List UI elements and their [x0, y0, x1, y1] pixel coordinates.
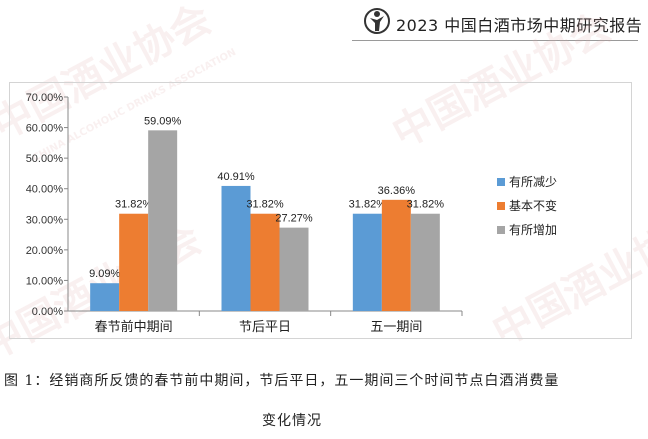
x-category-label: 节后平日	[239, 320, 291, 335]
data-label: 31.82%	[349, 199, 387, 211]
legend-label: 有所减少	[509, 175, 557, 189]
y-tick-label: 20.00%	[26, 245, 64, 257]
y-tick-label: 30.00%	[26, 214, 64, 226]
figure-caption: 图 1：经销商所反馈的春节前中期间，节后平日，五一期间三个时间节点白酒消费量	[4, 373, 560, 389]
bar	[221, 185, 251, 311]
bar	[352, 213, 382, 311]
x-category-label: 五一期间	[370, 320, 422, 335]
legend-swatch	[497, 202, 505, 210]
y-tick-label: 0.00%	[32, 306, 63, 318]
bar	[90, 283, 120, 311]
data-label: 40.91%	[217, 171, 255, 183]
bar	[148, 130, 178, 311]
data-label: 27.27%	[275, 213, 313, 225]
legend-label: 基本不变	[509, 198, 557, 213]
x-category-label: 春节前中期间	[95, 319, 173, 335]
figure-caption-continued: 变化情况	[262, 413, 322, 429]
y-tick-label: 40.00%	[26, 184, 64, 196]
data-label: 59.09%	[144, 115, 182, 127]
report-header: 2023 中国白酒市场中期研究报告	[0, 0, 648, 44]
association-logo-icon	[364, 8, 390, 34]
data-label: 31.82%	[115, 199, 153, 211]
bar	[381, 199, 411, 311]
bar	[250, 213, 280, 311]
header-divider	[352, 40, 638, 41]
data-label: 36.36%	[378, 185, 416, 197]
bar-chart: 0.00% 10.00% 20.00% 30.00% 40.00% 50.00% 60.00…	[26, 92, 557, 335]
y-tick-label: 60.00%	[26, 123, 64, 135]
legend-swatch	[497, 226, 505, 234]
data-label: 31.82%	[246, 199, 284, 211]
y-tick-label: 10.00%	[26, 275, 64, 287]
bar	[279, 227, 309, 311]
chart-frame	[9, 82, 632, 339]
report-title: 2023 中国白酒市场中期研究报告	[396, 16, 643, 35]
data-label: 9.09%	[89, 268, 120, 280]
data-label: 31.82%	[407, 199, 445, 211]
legend-swatch	[497, 178, 505, 186]
bar	[410, 213, 440, 311]
bar	[119, 213, 149, 311]
y-tick-label: 50.00%	[26, 153, 64, 165]
legend-label: 有所增加	[509, 223, 557, 237]
y-tick-label: 70.00%	[26, 92, 64, 104]
